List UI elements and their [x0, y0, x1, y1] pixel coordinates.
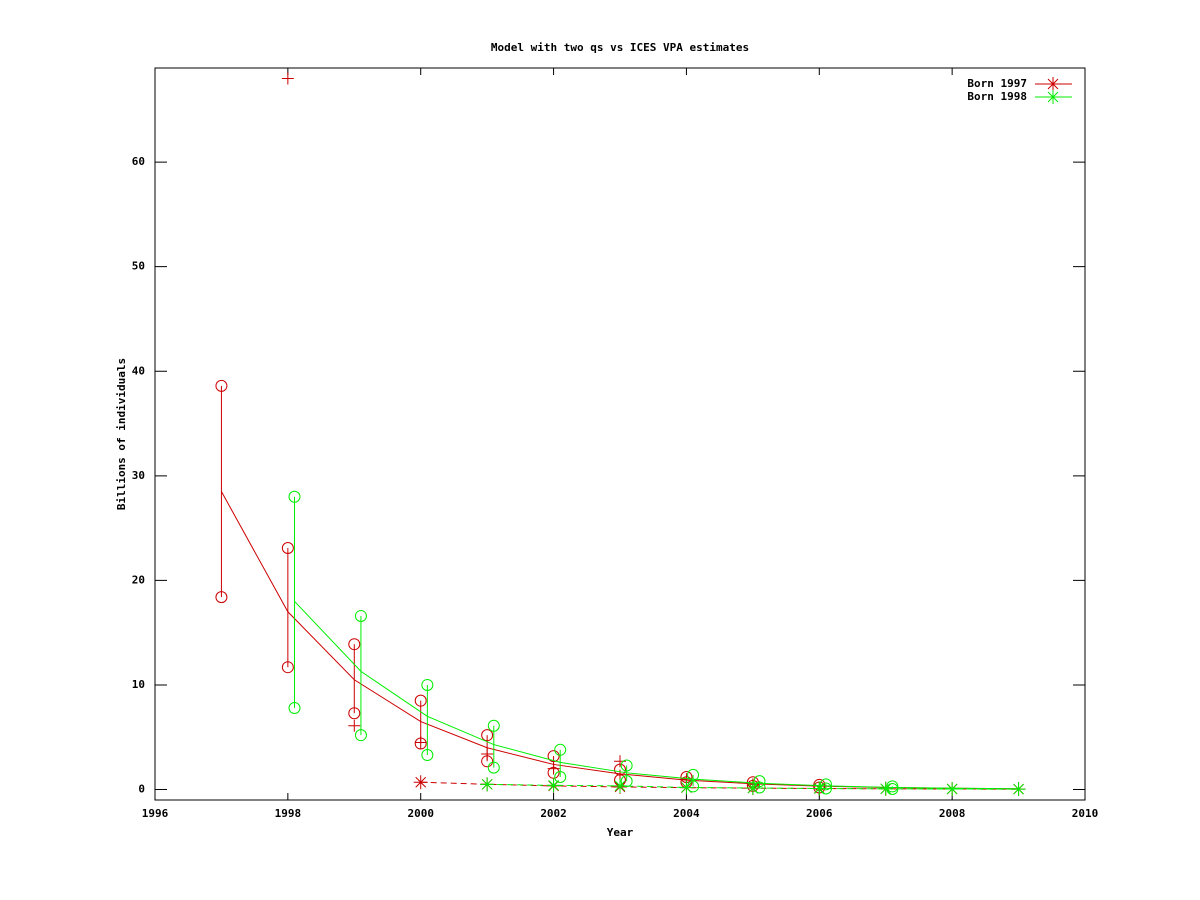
vpa-point [547, 762, 560, 775]
legend-marker [1046, 77, 1060, 91]
legend-marker [1046, 90, 1060, 104]
x-axis-label: Year [607, 826, 634, 839]
x-tick-label: 1996 [142, 807, 169, 820]
model-line [220, 491, 1019, 790]
x-tick-label: 1998 [275, 807, 302, 820]
y-tick-label: 60 [132, 155, 145, 168]
survey-point [812, 781, 827, 796]
range-low [281, 661, 294, 674]
range-high [215, 379, 228, 392]
range-low [354, 729, 367, 742]
model-line [294, 600, 1019, 790]
y-tick-label: 30 [132, 469, 145, 482]
survey-point [1011, 782, 1026, 797]
survey-point [413, 775, 428, 790]
range-high [886, 780, 899, 793]
x-tick-label: 2000 [407, 807, 434, 820]
survey-point [878, 781, 893, 796]
range-low [554, 770, 567, 783]
range-low [620, 775, 633, 788]
range-high [687, 768, 700, 781]
vpa-point [614, 755, 626, 768]
survey-point [679, 780, 694, 795]
range-low [215, 591, 228, 604]
survey-point [745, 780, 760, 795]
range-high [547, 750, 560, 763]
range-high [554, 743, 567, 756]
range-high [819, 778, 832, 791]
survey-point [945, 782, 960, 797]
y-tick-label: 0 [138, 783, 145, 796]
range-high [281, 541, 294, 554]
x-tick-label: 2002 [540, 807, 567, 820]
x-tick-label: 2010 [1072, 807, 1099, 820]
range-high [414, 694, 427, 707]
y-tick-label: 20 [132, 573, 145, 586]
range-low [421, 749, 434, 762]
survey-point [480, 777, 495, 792]
vpa-point [281, 72, 294, 85]
vpa-point [481, 747, 494, 760]
y-tick-label: 10 [132, 678, 145, 691]
vpa-point [414, 736, 427, 749]
y-tick-label: 50 [132, 260, 145, 273]
range-low [487, 761, 500, 774]
plot-frame [154, 67, 1086, 801]
legend-label: Born 1998 [967, 90, 1027, 103]
range-high [620, 759, 633, 772]
x-tick-label: 2004 [673, 807, 700, 820]
range-high [354, 609, 367, 622]
range-low [348, 707, 361, 720]
range-high [753, 775, 766, 788]
range-high [481, 729, 494, 742]
y-tick-label: 40 [132, 364, 145, 377]
chart-title: Model with two qs vs ICES VPA estimates [491, 41, 749, 54]
x-tick-label: 2006 [806, 807, 833, 820]
x-tick-label: 2008 [939, 807, 966, 820]
range-high [421, 678, 434, 691]
survey-point [613, 778, 627, 793]
range-low [288, 701, 301, 714]
legend-label: Born 1997 [967, 77, 1027, 90]
range-high [348, 638, 361, 651]
survey-point [546, 778, 561, 793]
range-high [487, 719, 500, 732]
y-axis-label: Billions of individuals [115, 358, 128, 510]
range-high [288, 490, 301, 503]
vpa-point [348, 719, 361, 732]
